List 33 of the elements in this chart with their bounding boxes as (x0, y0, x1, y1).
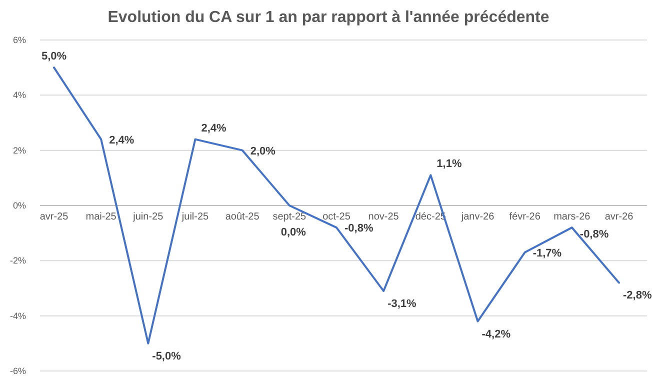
x-tick-label: mai-25 (86, 212, 117, 222)
chart-title: Evolution du CA sur 1 an par rapport à l'année précédente (108, 9, 550, 26)
x-tick-label: août-25 (225, 212, 260, 222)
x-tick-label: févr-26 (509, 212, 541, 222)
x-tick-label: juin-25 (132, 212, 164, 222)
x-tick-label: avr-25 (40, 212, 69, 222)
y-tick-label: -2% (10, 256, 26, 266)
data-label: -5,0% (152, 350, 182, 362)
data-label: 2,4% (109, 134, 134, 146)
y-tick-label: -4% (10, 310, 26, 321)
data-label: -1,7% (532, 247, 562, 260)
y-tick-label: 4% (12, 90, 26, 100)
data-label: 2,0% (250, 145, 276, 158)
data-label: 5,0% (41, 50, 67, 63)
data-label: -3,1% (388, 298, 417, 310)
y-tick-label: 6% (12, 35, 26, 45)
x-tick-label: mars-26 (554, 212, 591, 222)
y-tick-label: 2% (12, 145, 26, 156)
y-tick-label: -6% (10, 366, 26, 376)
data-label: 0,0% (280, 226, 306, 238)
x-tick-label: sept-25 (272, 212, 307, 222)
x-tick-label: avr-26 (604, 212, 634, 222)
data-label: -4,2% (482, 328, 511, 340)
data-label: 1,1% (436, 158, 462, 170)
data-label: -0,8% (580, 228, 609, 241)
data-label: 2,4% (201, 122, 227, 134)
x-tick-label: nov-25 (368, 212, 400, 222)
y-tick-label: 0% (12, 200, 26, 210)
x-tick-label: oct-25 (322, 212, 351, 222)
data-label: -0,8% (344, 222, 374, 235)
data-label: -2,8% (623, 290, 652, 302)
x-tick-label: janv-26 (460, 212, 495, 222)
x-tick-label: juil-25 (180, 212, 210, 222)
